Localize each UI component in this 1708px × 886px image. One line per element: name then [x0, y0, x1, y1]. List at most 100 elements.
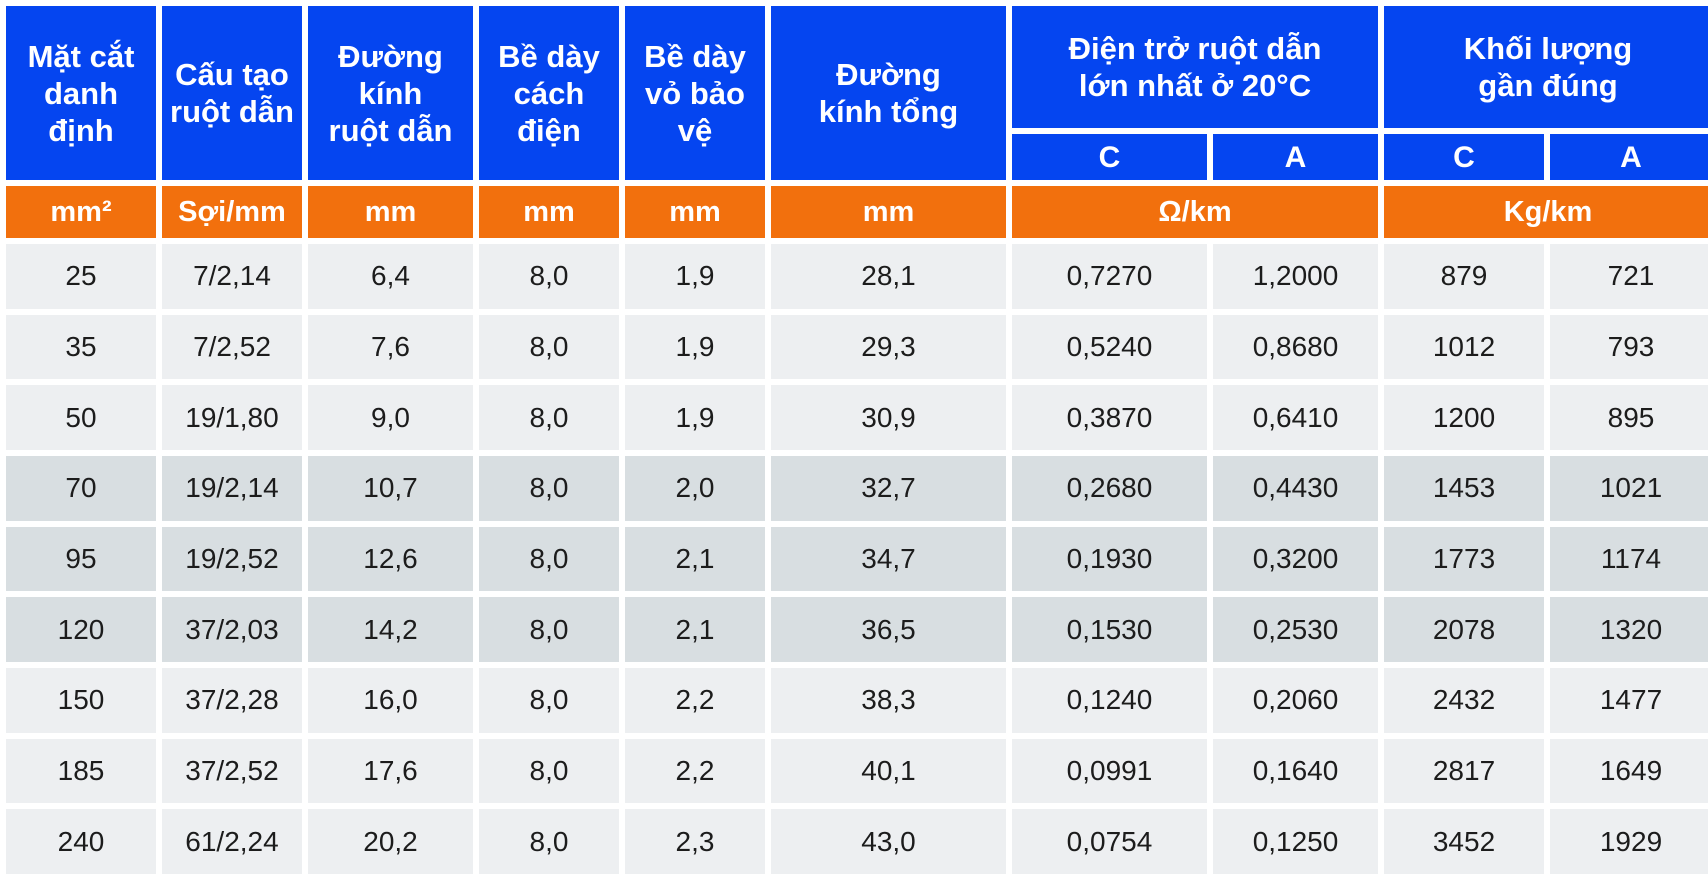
table-cell: 2,2	[625, 738, 765, 804]
table-cell: 8,0	[479, 809, 619, 874]
header-insulation-thickness: Bề dày cách điện	[479, 6, 619, 180]
table-cell: 0,0754	[1012, 809, 1207, 874]
table-cell: 0,3200	[1213, 526, 1379, 592]
table-cell: 240	[6, 809, 156, 874]
table-cell: 8,0	[479, 314, 619, 380]
table-cell: 19/1,80	[162, 385, 302, 450]
table-cell: 37/2,52	[162, 738, 302, 804]
table-cell: 0,2680	[1012, 455, 1207, 521]
table-cell: 185	[6, 738, 156, 804]
subheader-resistance-a: A	[1213, 134, 1379, 180]
table-cell: 32,7	[771, 455, 1006, 521]
table-cell: 17,6	[308, 738, 473, 804]
table-cell: 40,1	[771, 738, 1006, 804]
unit-mm-2: mm	[479, 186, 619, 238]
table-cell: 12,6	[308, 526, 473, 592]
table-cell: 0,2530	[1213, 597, 1379, 662]
table-cell: 34,7	[771, 526, 1006, 592]
table-cell: 16,0	[308, 667, 473, 733]
table-cell: 8,0	[479, 738, 619, 804]
table-row: 50 19/1,80 9,0 8,0 1,9 30,9 0,3870 0,6410 1200 89…	[6, 385, 1708, 450]
table-row: 70 19/2,14 10,7 8,0 2,0 32,7 0,2680 0,4430 1453 1…	[6, 455, 1708, 521]
table-cell: 0,5240	[1012, 314, 1207, 380]
table-cell: 2,3	[625, 809, 765, 874]
table-row: 120 37/2,03 14,2 8,0 2,1 36,5 0,1530 0,2530 2078…	[6, 597, 1708, 662]
table-cell: 0,1930	[1012, 526, 1207, 592]
table-cell: 1929	[1550, 809, 1708, 874]
table-cell: 50	[6, 385, 156, 450]
table-cell: 1773	[1384, 526, 1545, 592]
table-cell: 895	[1550, 385, 1708, 450]
table-cell: 879	[1384, 244, 1545, 309]
header-conductor-diameter: Đường kính ruột dẫn	[308, 6, 473, 180]
table-cell: 721	[1550, 244, 1708, 309]
table-cell: 2817	[1384, 738, 1545, 804]
table-cell: 35	[6, 314, 156, 380]
table-cell: 37/2,03	[162, 597, 302, 662]
header-mass-group: Khối lượng gần đúng	[1384, 6, 1708, 128]
unit-mm2: mm²	[6, 186, 156, 238]
table-cell: 7,6	[308, 314, 473, 380]
subheader-mass-c: C	[1384, 134, 1545, 180]
table-cell: 7/2,14	[162, 244, 302, 309]
table-cell: 0,1640	[1213, 738, 1379, 804]
table-cell: 0,4430	[1213, 455, 1379, 521]
table-cell: 2,2	[625, 667, 765, 733]
table-cell: 1,9	[625, 314, 765, 380]
table-cell: 8,0	[479, 385, 619, 450]
unit-mm-3: mm	[625, 186, 765, 238]
unit-kg-km: Kg/km	[1384, 186, 1708, 238]
table-cell: 1320	[1550, 597, 1708, 662]
table-cell: 1021	[1550, 455, 1708, 521]
table-cell: 0,6410	[1213, 385, 1379, 450]
table-row: 185 37/2,52 17,6 8,0 2,2 40,1 0,0991 0,1640 2817…	[6, 738, 1708, 804]
table-cell: 1,9	[625, 244, 765, 309]
header-nominal-cross-section: Mặt cắt danh định	[6, 6, 156, 180]
table-row: 35 7/2,52 7,6 8,0 1,9 29,3 0,5240 0,8680 1012 793	[6, 314, 1708, 380]
table-cell: 37/2,28	[162, 667, 302, 733]
table-cell: 1,9	[625, 385, 765, 450]
table-cell: 8,0	[479, 244, 619, 309]
table-cell: 9,0	[308, 385, 473, 450]
table-cell: 10,7	[308, 455, 473, 521]
table-cell: 120	[6, 597, 156, 662]
unit-mm-1: mm	[308, 186, 473, 238]
table-cell: 61/2,24	[162, 809, 302, 874]
table-cell: 38,3	[771, 667, 1006, 733]
table-cell: 14,2	[308, 597, 473, 662]
table-cell: 1200	[1384, 385, 1545, 450]
header-conductor-structure: Cấu tạo ruột dẫn	[162, 6, 302, 180]
table-row: 150 37/2,28 16,0 8,0 2,2 38,3 0,1240 0,2060 2432…	[6, 667, 1708, 733]
table-cell: 36,5	[771, 597, 1006, 662]
table-cell: 1012	[1384, 314, 1545, 380]
table-cell: 25	[6, 244, 156, 309]
table-cell: 29,3	[771, 314, 1006, 380]
table-cell: 3452	[1384, 809, 1545, 874]
header-overall-diameter: Đường kính tổng	[771, 6, 1006, 180]
table-cell: 19/2,14	[162, 455, 302, 521]
table-cell: 43,0	[771, 809, 1006, 874]
table-cell: 1453	[1384, 455, 1545, 521]
table-cell: 1649	[1550, 738, 1708, 804]
unit-mm-4: mm	[771, 186, 1006, 238]
table-cell: 2,0	[625, 455, 765, 521]
table-cell: 28,1	[771, 244, 1006, 309]
table-cell: 19/2,52	[162, 526, 302, 592]
table-cell: 95	[6, 526, 156, 592]
unit-soi-mm: Sợi/mm	[162, 186, 302, 238]
table-cell: 6,4	[308, 244, 473, 309]
table-cell: 0,1530	[1012, 597, 1207, 662]
table-cell: 0,1240	[1012, 667, 1207, 733]
table-cell: 8,0	[479, 526, 619, 592]
table-row: 95 19/2,52 12,6 8,0 2,1 34,7 0,1930 0,3200 1773 1…	[6, 526, 1708, 592]
table-cell: 70	[6, 455, 156, 521]
table-cell: 2432	[1384, 667, 1545, 733]
subheader-resistance-c: C	[1012, 134, 1207, 180]
table-cell: 793	[1550, 314, 1708, 380]
table-cell: 30,9	[771, 385, 1006, 450]
table-body: 25 7/2,14 6,4 8,0 1,9 28,1 0,7270 1,2000 879 721 3…	[6, 244, 1708, 874]
table-cell: 8,0	[479, 455, 619, 521]
table-cell: 1,2000	[1213, 244, 1379, 309]
table-row: 240 61/2,24 20,2 8,0 2,3 43,0 0,0754 0,1250 3452…	[6, 809, 1708, 874]
